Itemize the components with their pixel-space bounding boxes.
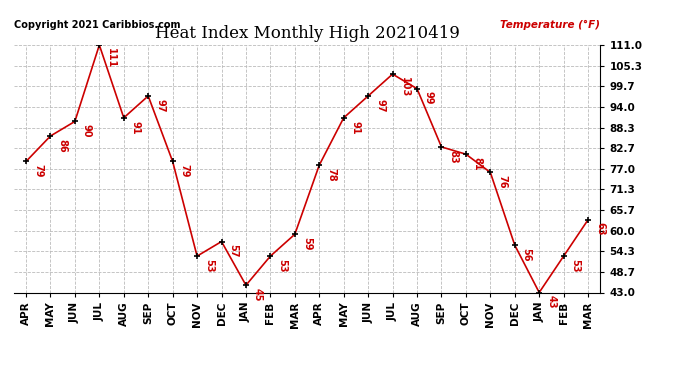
Text: 97: 97 (375, 99, 385, 112)
Text: 59: 59 (302, 237, 312, 250)
Text: 103: 103 (400, 77, 410, 97)
Text: 86: 86 (57, 139, 68, 152)
Text: 99: 99 (424, 92, 434, 105)
Text: 53: 53 (571, 259, 580, 272)
Text: 43: 43 (546, 295, 556, 309)
Text: 53: 53 (277, 259, 287, 272)
Text: 63: 63 (595, 222, 605, 236)
Text: 53: 53 (204, 259, 214, 272)
Text: 97: 97 (155, 99, 165, 112)
Text: 91: 91 (130, 121, 141, 134)
Title: Heat Index Monthly High 20210419: Heat Index Monthly High 20210419 (155, 25, 460, 42)
Text: 56: 56 (522, 248, 532, 261)
Text: 83: 83 (448, 150, 458, 164)
Text: 90: 90 (82, 124, 92, 138)
Text: 79: 79 (33, 164, 43, 178)
Text: Copyright 2021 Caribbios.com: Copyright 2021 Caribbios.com (14, 20, 180, 30)
Text: 111: 111 (106, 48, 117, 68)
Text: 79: 79 (179, 164, 190, 178)
Text: 57: 57 (228, 244, 239, 258)
Text: Temperature (°F): Temperature (°F) (500, 20, 600, 30)
Text: 91: 91 (351, 121, 361, 134)
Text: 45: 45 (253, 288, 263, 302)
Text: 76: 76 (497, 175, 507, 189)
Text: 78: 78 (326, 168, 336, 182)
Text: 81: 81 (473, 157, 483, 171)
